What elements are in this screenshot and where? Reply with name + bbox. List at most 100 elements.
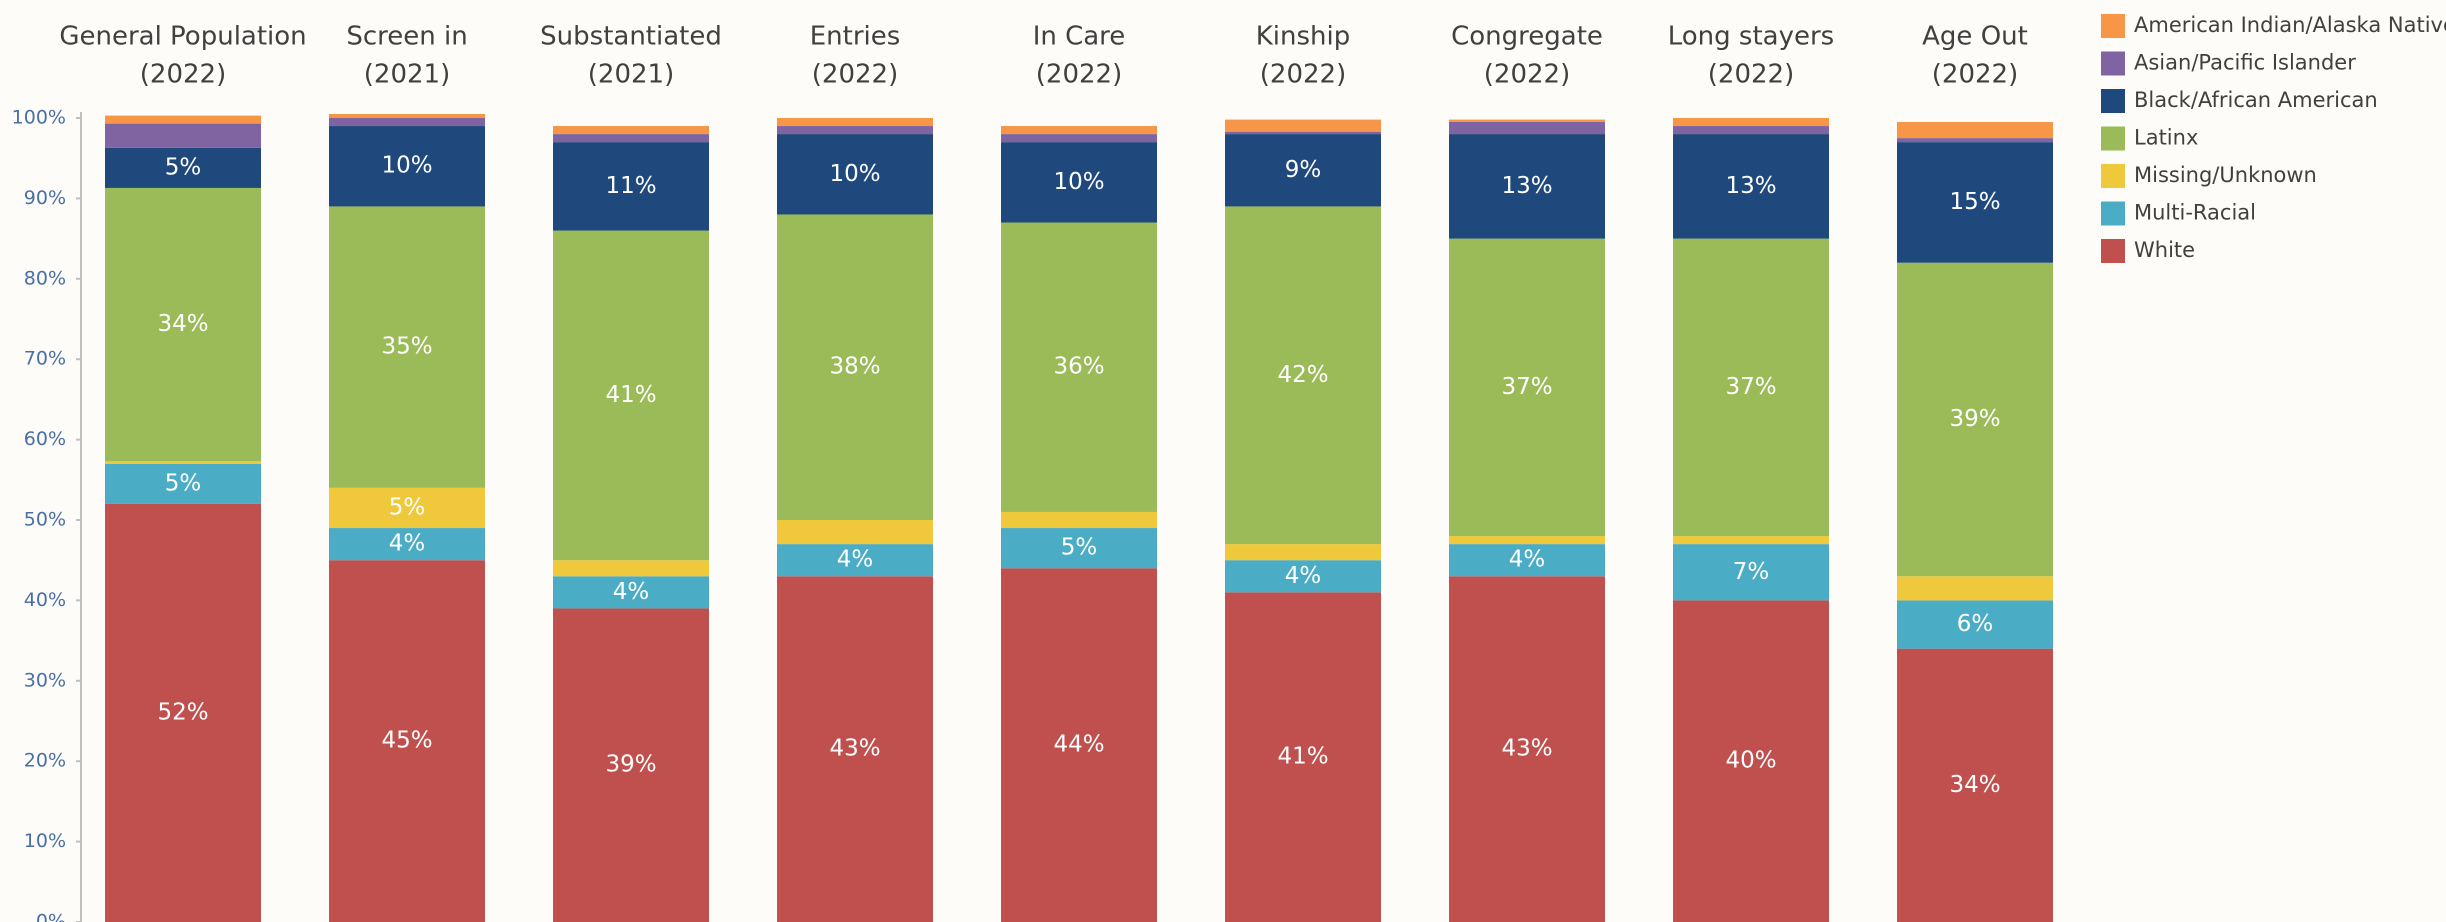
y-tick-label: 70% [24,348,66,370]
data-label: 4% [1285,563,1322,589]
bar-segment [777,118,933,127]
bar-segment [105,123,261,148]
bar-segment [1897,600,2053,649]
bar-segment [1673,544,1829,601]
data-label: 7% [1733,559,1770,585]
bar-segment [329,113,485,118]
bar-segment [329,560,485,922]
legend-swatch [2101,201,2125,226]
legend-label: Multi-Racial [2134,201,2256,225]
bar-segment [553,608,709,922]
data-label: 34% [1949,772,2000,798]
bar-segment [1897,142,2053,263]
bar-segment [1449,134,1605,239]
bar-segment [1225,131,1381,135]
x-tick-label: Screen in [346,22,467,52]
data-label: 40% [1725,748,1776,774]
data-label: 39% [1949,406,2000,432]
y-tick-label: 40% [24,589,66,611]
x-tick-label: Age Out [1922,22,2028,52]
y-tick-label: 80% [24,267,66,289]
x-tick-label: Kinship [1256,22,1351,52]
bar-segment [1001,142,1157,223]
data-label: 41% [605,382,656,408]
bar-segment [1001,511,1157,529]
data-label: 10% [1053,169,1104,195]
bar-segment [1897,576,2053,601]
bar-segment [1001,126,1157,135]
data-label: 37% [1501,374,1552,400]
bar-segment [1897,262,2053,577]
x-tick-label: (2021) [364,60,450,90]
bar-segment [1001,568,1157,922]
x-tick-label: (2022) [1484,60,1570,90]
bar-segment [1449,576,1605,922]
x-tick-label: (2022) [1036,60,1122,90]
data-label: 4% [389,531,426,557]
y-tick-label: 20% [24,750,66,772]
bar-segment [553,576,709,609]
legend-label: Black/African American [2134,88,2378,112]
x-tick-label: (2022) [812,60,898,90]
data-label: 10% [829,161,880,187]
y-tick-label: 60% [24,428,66,450]
bar-segment [1897,122,2053,139]
x-tick-label: (2022) [140,60,226,90]
bar-segment [1673,118,1829,127]
y-tick-label: 50% [24,509,66,531]
legend-label: Asian/Pacific Islander [2134,51,2356,75]
data-label: 9% [1285,157,1322,183]
data-label: 13% [1725,173,1776,199]
x-tick-label: (2022) [1260,60,1346,90]
bar-segment [329,206,485,488]
bar-segment [329,487,485,529]
data-label: 5% [1061,535,1098,561]
bar-segment [1225,206,1381,545]
bar-segment [553,134,709,143]
legend-label: American Indian/Alaska Native [2134,13,2446,37]
y-tick-label: 90% [24,187,66,209]
legend-label: White [2134,238,2195,262]
bar-segment [1001,134,1157,143]
legend-swatch [2101,239,2125,263]
bar-segment [777,544,933,577]
bar-segment [105,463,261,504]
y-tick-label: 100% [12,107,66,129]
bar-segment [1673,126,1829,135]
bar-segment [1673,238,1829,537]
x-tick-label: (2022) [1932,60,2018,90]
legend-label: Latinx [2134,126,2198,150]
legend-swatch [2101,164,2125,188]
data-label: 5% [165,154,202,180]
bar-segment [777,520,933,545]
bar-segment [105,503,261,922]
x-tick-label: Entries [810,22,901,52]
bar-segment [1001,222,1157,512]
data-label: 10% [381,153,432,179]
bar-segment [105,147,261,188]
bar-segment [329,126,485,207]
bar-segment [105,461,261,464]
x-tick-label: (2021) [588,60,674,90]
bar-segment [777,134,933,215]
data-label: 42% [1277,362,1328,388]
data-label: 43% [829,736,880,762]
bar-segment [1225,134,1381,207]
data-label: 4% [837,547,874,573]
x-tick-label: Substantiated [540,22,722,52]
bar-segment [1449,238,1605,537]
bar-segment [1673,134,1829,239]
data-label: 45% [381,728,432,754]
legend-swatch [2101,14,2125,38]
bar-segment [777,214,933,521]
bar-segment [777,126,933,135]
y-tick-label: 30% [24,669,66,691]
data-label: 5% [165,470,202,496]
bar-segment [1225,592,1381,922]
legend-label: Missing/Unknown [2134,163,2317,187]
bar-segment [553,560,709,577]
data-label: 38% [829,354,880,380]
data-label: 43% [1501,736,1552,762]
bar-segment [105,115,261,124]
data-label: 4% [613,579,650,605]
